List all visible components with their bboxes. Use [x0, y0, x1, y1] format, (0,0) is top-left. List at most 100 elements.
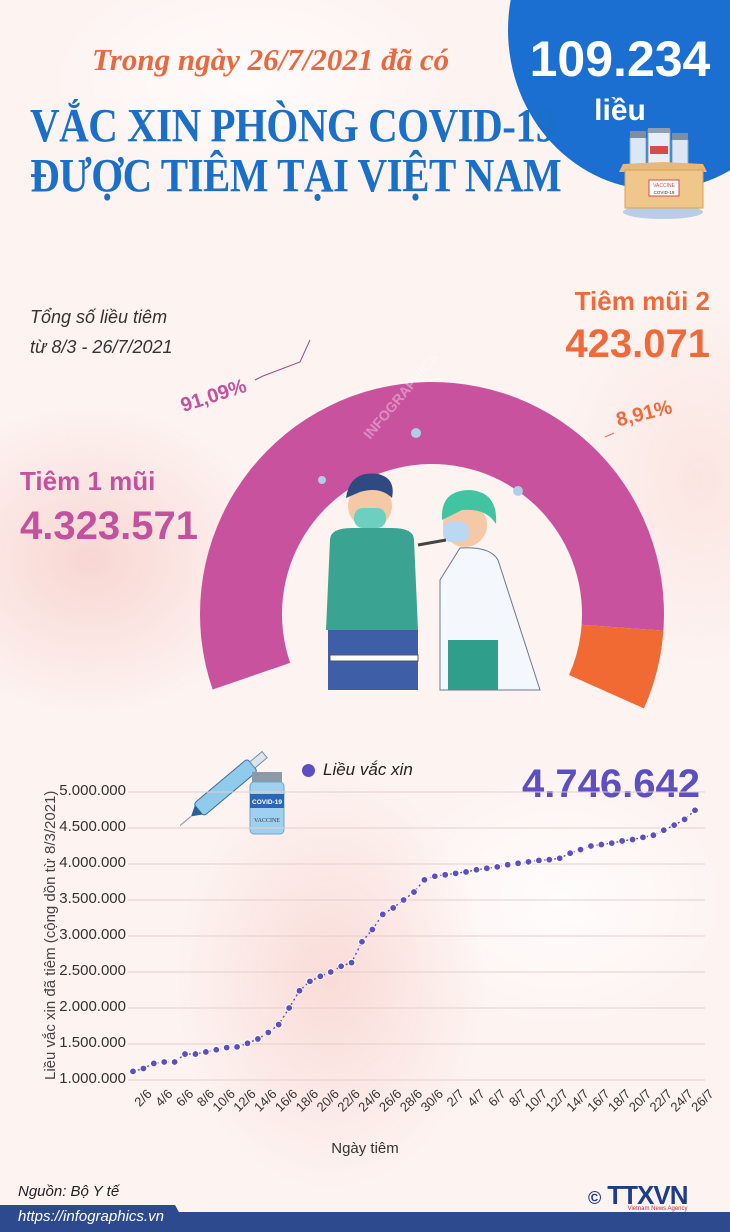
data-point — [368, 925, 377, 934]
y-tick: 5.000.000 — [59, 782, 126, 799]
dose2-value: 423.071 — [565, 322, 710, 366]
data-point — [191, 1050, 200, 1058]
data-point — [149, 1059, 158, 1068]
data-point — [285, 1004, 294, 1012]
svg-text:VACCINE: VACCINE — [254, 818, 280, 824]
data-point — [482, 864, 491, 873]
data-point — [222, 1043, 231, 1052]
svg-text:COVID-19: COVID-19 — [252, 799, 282, 806]
data-point — [264, 1028, 273, 1037]
y-tick: 3.500.000 — [59, 890, 126, 907]
dose1-value: 4.323.571 — [20, 504, 198, 548]
chart-total-value: 4.746.642 — [522, 762, 700, 806]
x-tick: 26/7 — [688, 1086, 717, 1115]
logo-subtext: Vietnam News Agency — [627, 1206, 688, 1212]
data-point — [399, 896, 408, 904]
data-point — [503, 860, 512, 869]
daily-count-value: 109.234 — [529, 31, 711, 87]
data-point — [691, 806, 699, 815]
daily-count-unit: liều — [594, 94, 646, 127]
data-point — [170, 1058, 179, 1066]
series-line — [132, 809, 696, 1073]
data-point — [555, 854, 564, 863]
pct2-leader-line — [604, 432, 615, 438]
data-point — [670, 821, 679, 830]
data-point — [576, 845, 585, 854]
donut-segment-dose1 — [200, 382, 665, 690]
y-tick: 2.000.000 — [59, 998, 126, 1015]
total-label-line2: từ 8/3 - 26/7/2021 — [30, 337, 173, 357]
chart-gridlines — [128, 791, 705, 1081]
x-axis-title: Ngày tiêm — [331, 1140, 399, 1157]
data-point — [430, 872, 439, 881]
pct1-leader-line — [254, 339, 311, 381]
website-link[interactable]: https://infographics.vn — [18, 1208, 164, 1225]
data-point — [618, 837, 627, 845]
data-point — [316, 972, 325, 981]
vaccination-illustration — [326, 473, 541, 691]
x-tick: 6/6 — [173, 1086, 196, 1109]
total-doses-label: Tổng số liều tiêm từ 8/3 - 26/7/2021 — [30, 302, 173, 362]
data-point — [233, 1042, 241, 1051]
x-tick: 2/7 — [444, 1086, 467, 1109]
x-tick: 30/6 — [418, 1086, 447, 1115]
data-point — [129, 1067, 137, 1076]
source-note: Nguồn: Bộ Y tế — [18, 1183, 120, 1200]
data-point — [524, 857, 533, 866]
data-point — [181, 1050, 189, 1058]
data-point — [680, 815, 689, 824]
dose2-label: Tiêm mũi 2 — [574, 286, 710, 316]
page-title-line1: VẮC XIN PHÒNG COVID-19 — [30, 99, 556, 153]
data-point — [514, 859, 522, 868]
copyright-icon: © — [588, 1187, 602, 1208]
logo-text: TTXVN — [607, 1180, 688, 1210]
y-tick: 3.000.000 — [59, 926, 126, 943]
data-point — [347, 958, 356, 967]
y-tick: 4.500.000 — [59, 818, 126, 835]
data-point — [597, 840, 606, 849]
legend-label: Liều vắc xin — [323, 760, 413, 779]
virus-icon — [318, 428, 523, 496]
data-point — [243, 1039, 252, 1048]
data-point — [451, 869, 460, 878]
data-point — [410, 888, 418, 896]
data-point — [441, 870, 450, 879]
data-point — [253, 1035, 262, 1043]
data-point — [212, 1045, 221, 1054]
chart-legend: Liều vắc xin — [302, 760, 413, 780]
x-tick: 6/7 — [485, 1086, 508, 1109]
data-point — [160, 1058, 169, 1066]
data-point — [545, 855, 554, 864]
data-point — [389, 904, 398, 912]
data-point — [639, 833, 647, 842]
donut-segment-dose2 — [569, 624, 664, 709]
y-tick: 1.500.000 — [59, 1034, 126, 1051]
data-point — [420, 875, 429, 884]
data-point — [139, 1064, 148, 1073]
x-tick: 4/7 — [464, 1086, 487, 1109]
data-point — [306, 977, 314, 986]
data-point — [295, 986, 304, 995]
data-point — [566, 849, 575, 858]
y-tick: 2.500.000 — [59, 962, 126, 979]
svg-text:VACCINE: VACCINE — [653, 183, 676, 189]
data-point — [337, 962, 346, 971]
legend-dot-icon — [302, 763, 315, 777]
y-tick: 1.000.000 — [59, 1070, 126, 1087]
y-tick: 4.000.000 — [59, 854, 126, 871]
footer-url-tab — [0, 1205, 190, 1232]
ttxvn-logo: © TTXVN Vietnam News Agency — [588, 1180, 689, 1212]
total-label-line1: Tổng số liều tiêm — [30, 307, 168, 327]
x-tick: 4/6 — [152, 1086, 175, 1109]
data-point — [659, 826, 668, 835]
syringe-icon — [417, 538, 447, 547]
line-chart: 2/64/66/68/610/612/614/616/618/620/622/6… — [128, 791, 717, 1115]
data-point — [649, 831, 658, 840]
data-point — [274, 1020, 283, 1029]
x-tick-labels: 2/64/66/68/610/612/614/616/618/620/622/6… — [131, 1086, 716, 1115]
data-point — [493, 862, 502, 871]
data-point — [534, 856, 543, 865]
x-tick: 2/6 — [131, 1086, 154, 1109]
dose1-label: Tiêm 1 mũi — [20, 466, 156, 496]
data-point — [628, 835, 637, 844]
